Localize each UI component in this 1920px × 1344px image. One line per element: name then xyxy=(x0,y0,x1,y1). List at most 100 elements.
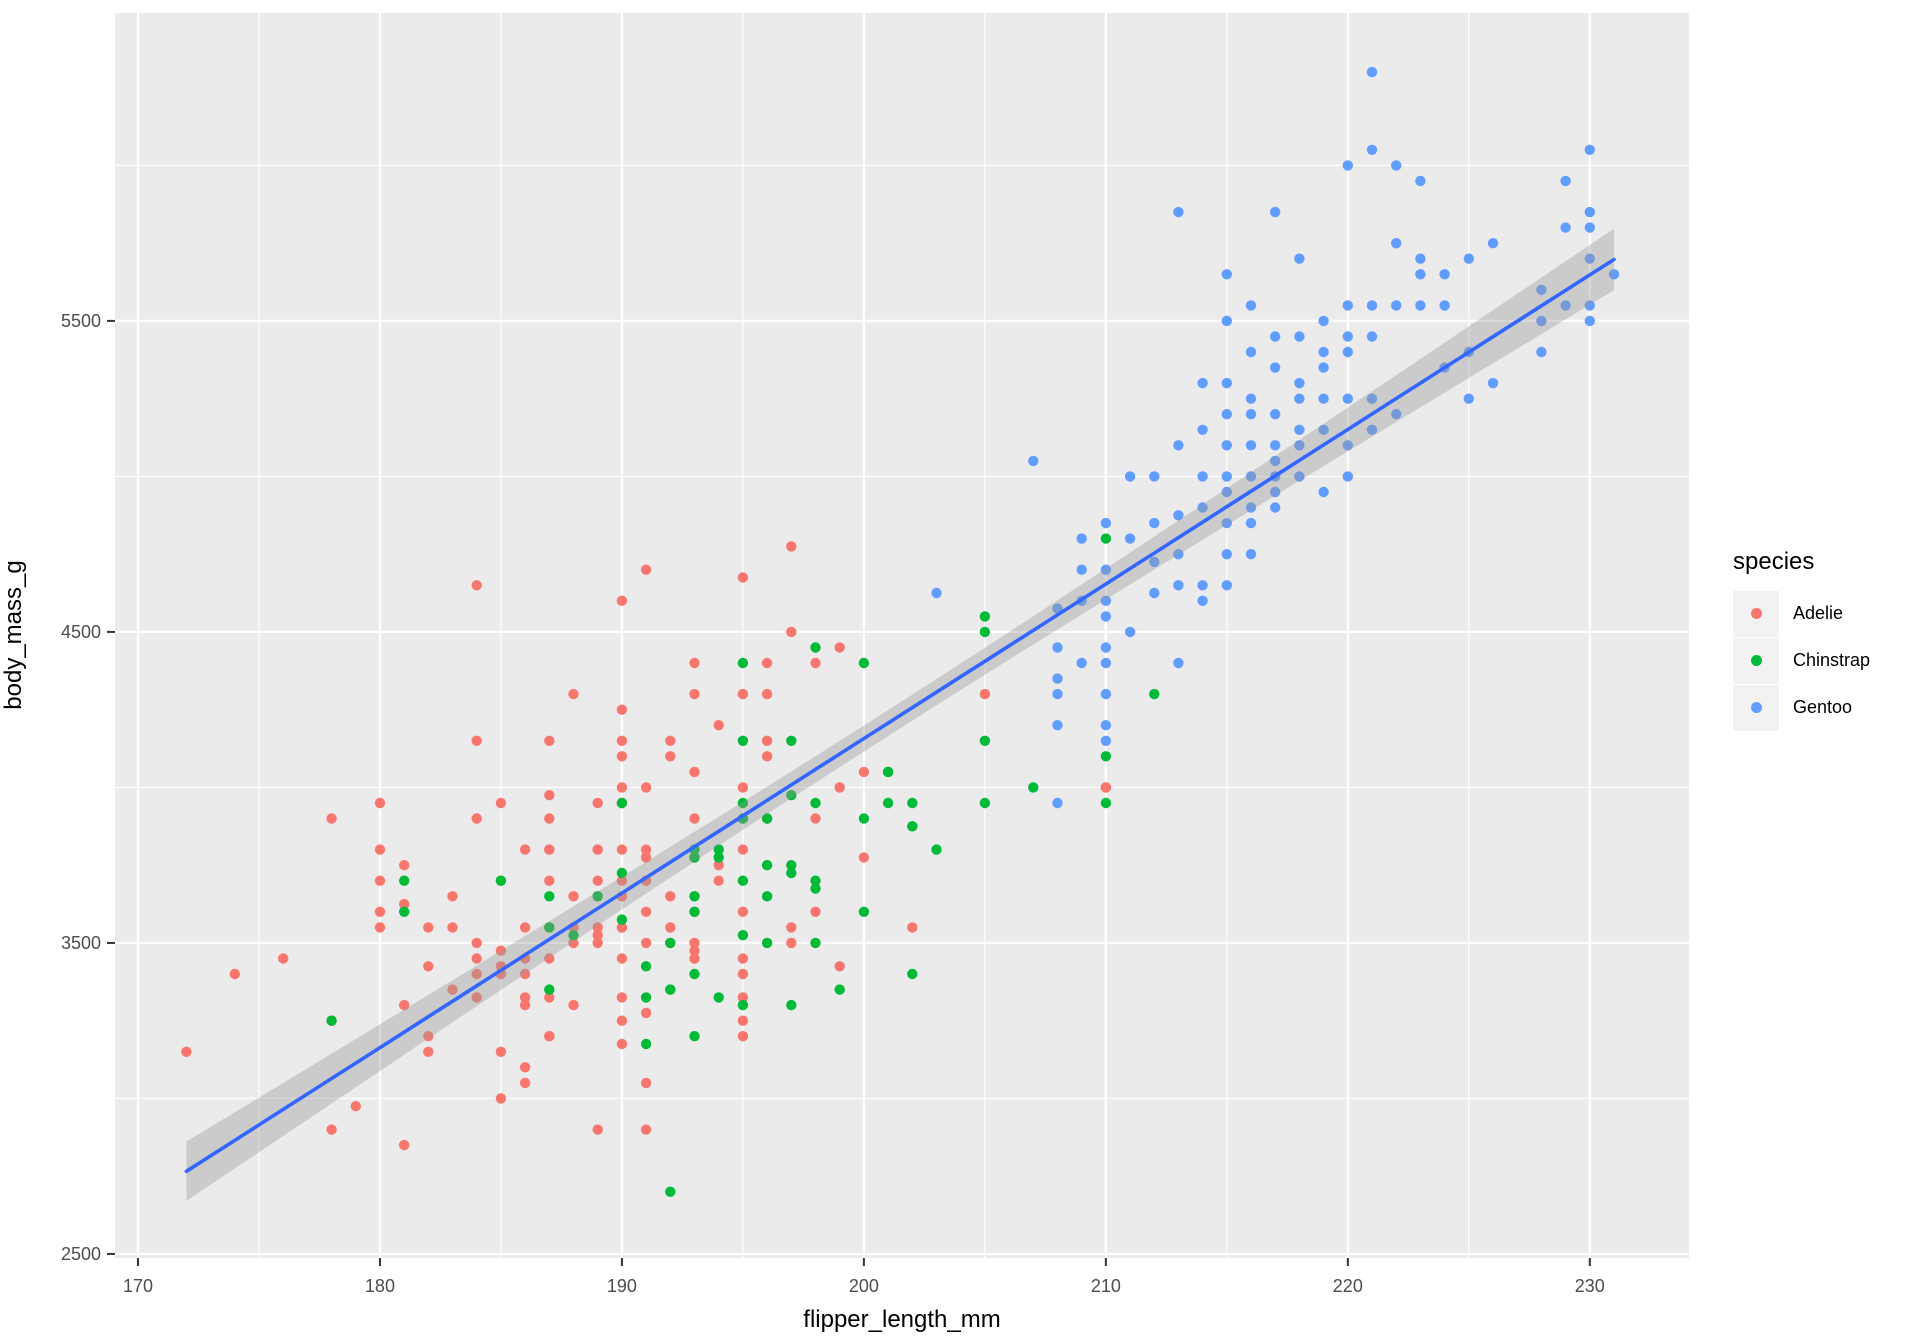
chinstrap-point-icon xyxy=(1750,655,1762,666)
data-point xyxy=(689,937,700,949)
data-point xyxy=(616,844,628,855)
data-point xyxy=(592,922,603,933)
data-point xyxy=(1221,269,1233,280)
data-point xyxy=(761,657,773,669)
data-point xyxy=(1391,300,1402,311)
data-point xyxy=(1149,556,1160,568)
data-point xyxy=(1197,595,1208,606)
data-point xyxy=(1536,346,1547,358)
data-point xyxy=(1294,393,1305,404)
data-point xyxy=(1100,611,1112,622)
data-point xyxy=(471,953,482,964)
data-point xyxy=(592,930,603,941)
data-point xyxy=(1149,688,1160,700)
data-point xyxy=(834,782,845,793)
data-point xyxy=(1245,549,1257,560)
data-point xyxy=(737,657,749,669)
adelie-point-icon xyxy=(1750,608,1762,619)
data-point xyxy=(737,688,749,700)
gentoo-point-icon xyxy=(1750,702,1762,713)
data-point xyxy=(1318,424,1329,435)
data-point xyxy=(786,922,797,933)
data-point xyxy=(1342,331,1354,342)
data-point xyxy=(495,875,507,886)
data-point xyxy=(882,797,894,809)
data-point xyxy=(737,735,749,746)
data-point xyxy=(1294,253,1305,264)
data-point xyxy=(689,1031,700,1042)
data-point xyxy=(423,1031,434,1042)
data-point xyxy=(1100,657,1112,669)
data-point xyxy=(786,937,797,949)
data-point xyxy=(1100,642,1112,653)
data-point xyxy=(1318,346,1329,358)
data-point xyxy=(1366,144,1378,155)
data-point xyxy=(616,867,628,879)
data-point xyxy=(544,813,555,824)
data-point xyxy=(374,922,386,933)
data-point xyxy=(907,821,918,832)
data-point xyxy=(1245,409,1257,420)
data-point xyxy=(1100,688,1112,700)
data-point xyxy=(1052,720,1063,731)
data-point xyxy=(544,844,555,855)
data-point xyxy=(665,922,676,933)
data-point xyxy=(689,813,700,824)
data-point xyxy=(399,999,410,1011)
data-point xyxy=(1439,269,1450,280)
data-point xyxy=(640,961,652,972)
data-point xyxy=(1608,269,1620,280)
data-point xyxy=(761,688,773,700)
data-point xyxy=(471,968,482,980)
data-point xyxy=(640,1038,652,1050)
data-point xyxy=(1076,657,1087,669)
data-point xyxy=(931,844,942,855)
data-point xyxy=(1318,486,1329,498)
data-point xyxy=(1342,300,1354,311)
data-point xyxy=(640,782,652,793)
data-point xyxy=(374,797,386,809)
data-point xyxy=(786,867,797,879)
data-point xyxy=(979,611,991,622)
data-point xyxy=(616,1038,628,1050)
data-point xyxy=(713,860,724,871)
data-point xyxy=(640,1007,652,1019)
major-gridlines xyxy=(115,13,1689,1258)
data-point xyxy=(834,984,845,995)
data-point xyxy=(1463,253,1475,264)
y-tick-label: 3500 xyxy=(61,933,101,953)
data-point xyxy=(1221,377,1233,389)
axes: 170 180 190 200 210 220 230 2500 3500 4500 5500 xyxy=(61,311,1605,1296)
data-point xyxy=(737,1015,749,1026)
x-tick-label: 210 xyxy=(1091,1276,1121,1296)
data-point xyxy=(326,813,337,824)
data-point xyxy=(1197,502,1208,513)
data-point xyxy=(544,922,555,933)
data-point xyxy=(374,875,386,886)
data-point xyxy=(399,898,410,910)
legend-title: species xyxy=(1733,548,1815,575)
data-point xyxy=(858,813,870,824)
data-point xyxy=(1366,66,1378,78)
data-point xyxy=(616,751,628,762)
data-point xyxy=(1536,284,1547,295)
data-point xyxy=(1415,253,1426,264)
data-point xyxy=(1270,502,1281,513)
data-point xyxy=(1245,502,1257,513)
data-point xyxy=(761,860,773,871)
data-point xyxy=(834,642,845,653)
data-point xyxy=(519,1062,531,1073)
data-point xyxy=(1270,362,1281,373)
data-point xyxy=(665,1186,676,1198)
data-point xyxy=(761,735,773,746)
data-point xyxy=(786,735,797,746)
data-point xyxy=(471,937,482,949)
data-point xyxy=(1173,440,1184,451)
data-point xyxy=(544,891,555,902)
data-point xyxy=(568,688,579,700)
data-point xyxy=(689,968,700,980)
legend-key xyxy=(1733,590,1779,637)
data-point xyxy=(447,922,458,933)
y-tick-label: 2500 xyxy=(61,1244,101,1264)
